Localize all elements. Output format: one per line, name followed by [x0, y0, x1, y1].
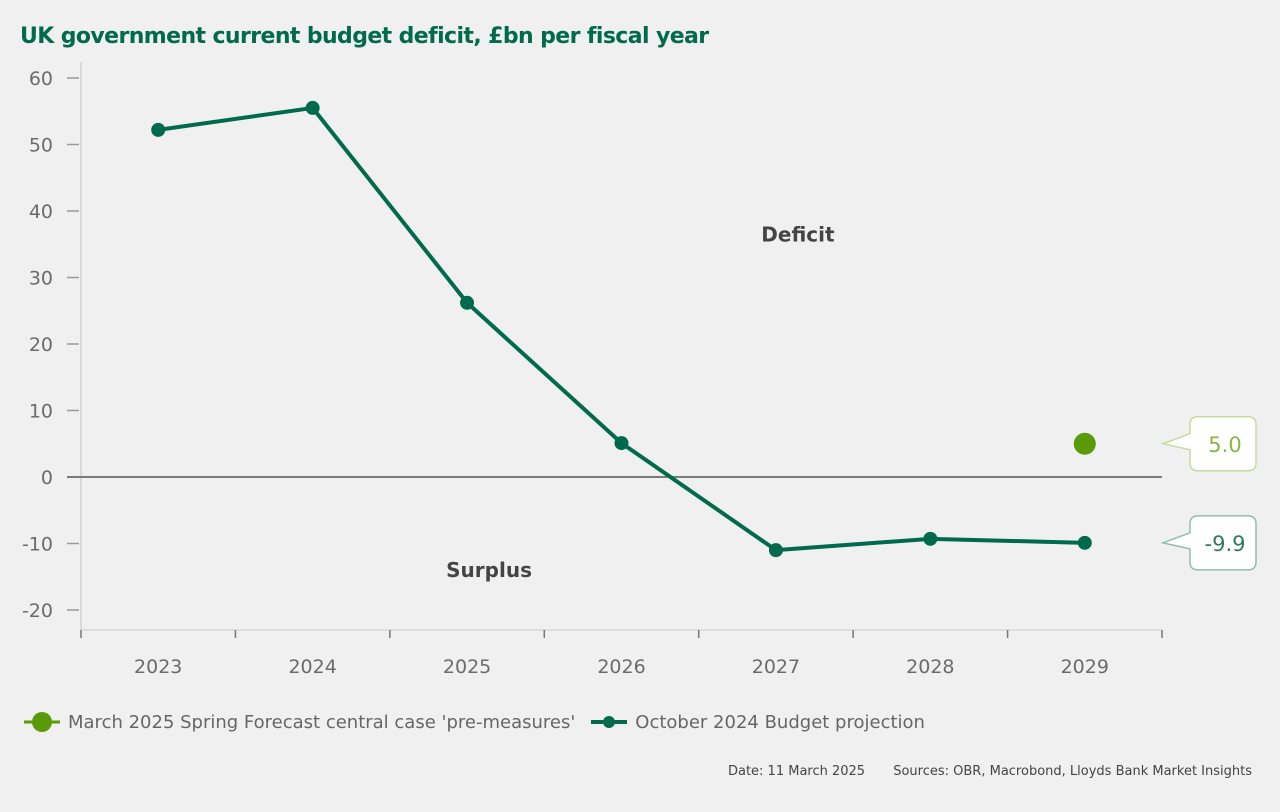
- region-label-deficit: Deficit: [761, 222, 835, 246]
- y-tick-label: 40: [29, 201, 53, 223]
- x-tick-label: 2024: [288, 656, 336, 678]
- y-tick-label: 10: [29, 401, 53, 423]
- x-tick-label: 2026: [597, 656, 645, 678]
- x-tick-label: 2025: [443, 656, 491, 678]
- budget-point-2026: [614, 436, 629, 451]
- y-tick-label: -20: [22, 600, 53, 622]
- legend-marker-large-circle-icon: [24, 712, 60, 732]
- footer: Date: 11 March 2025 Sources: OBR, Macrob…: [728, 764, 1252, 779]
- budget-point-2025: [460, 295, 475, 310]
- legend-item-spring-forecast: March 2025 Spring Forecast central case …: [22, 710, 575, 734]
- budget-point-2024: [305, 100, 320, 115]
- callout-label: -9.9: [1205, 532, 1246, 556]
- budget-point-2027: [768, 543, 783, 558]
- callout-layer: 5.0 -9.9: [1160, 416, 1257, 571]
- footer-date: Date: 11 March 2025: [727, 764, 866, 779]
- series-layer: [151, 100, 1096, 558]
- x-tick-label: 2027: [752, 656, 800, 678]
- y-tick-label: 20: [29, 334, 53, 356]
- axes: 60 50 40 30 20 10 0 -10 -20 2023 2024 2025 2026 2027 2…: [22, 62, 1163, 678]
- legend-marker-line-dot-icon: [591, 716, 628, 728]
- legend-label: October 2024 Budget projection: [635, 711, 925, 733]
- legend: March 2025 Spring Forecast central case …: [22, 710, 939, 734]
- x-tick-label: 2023: [134, 656, 182, 678]
- chart-title: UK government current budget deficit, £b…: [20, 24, 709, 49]
- line-chart: 60 50 40 30 20 10 0 -10 -20 2023 2024 2025 2026 2027 2…: [22, 62, 1257, 678]
- footer-sources: Sources: OBR, Macrobond, Lloyds Bank Mar…: [893, 764, 1252, 779]
- series-line-budget-projection: [157, 105, 1085, 553]
- region-annotations: Deficit Surplus: [446, 222, 835, 582]
- callout-box: [1160, 515, 1257, 571]
- y-tick-label: 50: [29, 135, 53, 157]
- y-tick-label: 0: [41, 467, 53, 489]
- y-tick-label: 30: [29, 268, 53, 290]
- spring-forecast-point-2029: [1073, 432, 1096, 455]
- budget-point-2029: [1077, 535, 1092, 550]
- x-tick-label: 2028: [906, 656, 954, 678]
- budget-point-2023: [151, 122, 166, 137]
- legend-item-budget-projection: October 2024 Budget projection: [589, 710, 925, 734]
- x-tick-label: 2029: [1061, 656, 1109, 678]
- region-label-surplus: Surplus: [446, 558, 532, 582]
- callout-label: 5.0: [1208, 433, 1241, 457]
- callout-box: [1160, 416, 1257, 472]
- budget-point-2028: [923, 531, 938, 546]
- y-tick-label: 60: [29, 68, 53, 90]
- legend-label: March 2025 Spring Forecast central case …: [68, 711, 576, 733]
- y-tick-label: -10: [22, 534, 53, 556]
